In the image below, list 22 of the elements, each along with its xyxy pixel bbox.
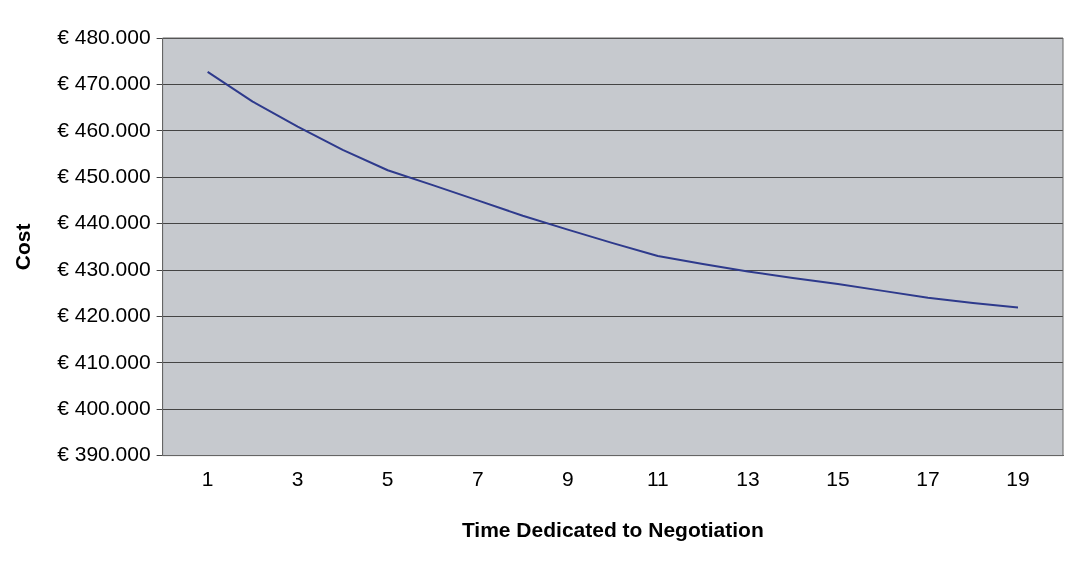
y-tick-label: € 450.000: [57, 164, 151, 187]
y-axis-title: Cost: [11, 223, 35, 271]
x-tick-label: 13: [736, 467, 760, 490]
x-tick-label: 7: [471, 467, 484, 490]
y-tick-label: € 430.000: [57, 256, 151, 280]
x-tick-label: 3: [291, 467, 304, 490]
y-tick-label: € 440.000: [57, 210, 151, 234]
y-tick-label: € 410.000: [57, 349, 151, 373]
x-tick-label: 11: [646, 467, 669, 490]
y-tick-label: € 420.000: [57, 303, 151, 327]
y-tick-label: € 470.000: [57, 71, 151, 95]
x-tick-label: 9: [561, 467, 574, 490]
y-tick-label: € 390.000: [57, 442, 151, 466]
x-tick-label: 17: [916, 467, 940, 490]
y-tick-label: € 480.000: [57, 24, 151, 48]
x-tick-label: 19: [1006, 467, 1030, 490]
x-axis-title: Time Dedicated to Negotiation: [461, 518, 764, 542]
x-tick-label: 1: [201, 467, 214, 490]
x-tick-label: 5: [381, 467, 394, 490]
y-tick-label: € 400.000: [57, 396, 151, 419]
y-tick-label: € 460.000: [57, 117, 151, 141]
x-tick-label: 15: [826, 467, 850, 490]
